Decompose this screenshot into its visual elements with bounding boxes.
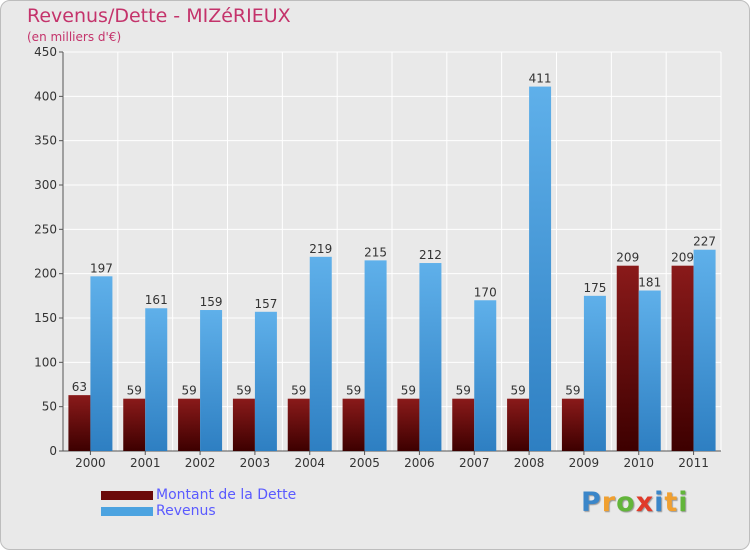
bar-revenue [693,249,716,451]
data-label: 159 [200,295,223,309]
x-tick-label: 2000 [75,456,106,470]
y-tick-label: 50 [42,400,57,414]
data-label: 59 [401,384,416,398]
logo-letter: t [664,487,679,518]
data-label: 59 [127,384,142,398]
data-label: 59 [456,384,471,398]
x-tick-label: 2009 [569,456,600,470]
bars [68,86,716,451]
bar-revenue [200,310,223,451]
y-tick-label: 150 [34,311,57,325]
data-label: 215 [364,245,387,259]
legend-swatch-debt [101,491,153,500]
x-tick-label: 2008 [514,456,545,470]
x-tick-label: 2007 [459,456,490,470]
bar-debt [452,398,475,451]
data-label: 197 [90,261,113,275]
y-tick-label: 100 [34,355,57,369]
bar-revenue [254,311,277,451]
data-label: 59 [181,384,196,398]
chart-subtitle: (en milliers d'€) [27,30,122,44]
bar-debt [123,398,146,451]
data-label: 59 [236,384,251,398]
y-tick-label: 450 [34,45,57,59]
y-tick-label: 300 [34,178,57,192]
x-tick-label: 2010 [623,456,654,470]
x-tick-label: 2001 [130,456,161,470]
bar-debt [342,398,365,451]
x-tick-label: 2005 [349,456,380,470]
x-tick-label: 2011 [678,456,709,470]
x-tick-label: 2002 [185,456,216,470]
bar-revenue [145,308,168,451]
data-label: 411 [529,72,552,86]
bar-revenue [638,290,661,451]
bar-debt [68,395,91,451]
bar-revenue [583,295,606,451]
y-tick-label: 350 [34,134,57,148]
data-label: 157 [254,297,277,311]
data-label: 59 [565,384,580,398]
bar-revenue [474,300,497,451]
logo-letter: o [616,487,636,518]
legend-swatch-revenue [101,507,153,516]
bar-debt [178,398,201,451]
labels: 0 50 100 150 200 250 300 350 400 450 63 197 2000 59 16… [34,45,716,470]
y-tick-label: 250 [34,222,57,236]
y-tick-label: 400 [34,89,57,103]
legend-label-debt: Montant de la Dette [156,487,297,503]
bar-revenue [90,276,113,451]
y-tick-label: 0 [49,444,57,458]
data-label: 175 [583,281,606,295]
data-label: 170 [474,285,497,299]
y-tick-label: 200 [34,267,57,281]
data-label: 227 [693,235,716,249]
bar-debt [232,398,255,451]
logo-letter: r [601,487,617,518]
proxiti-logo: Proxiti [581,487,689,518]
x-tick-label: 2003 [240,456,271,470]
logo-letter: x [635,487,655,518]
x-tick-label: 2006 [404,456,435,470]
chart-title: Revenus/Dette - MIZéRIEUX [27,5,291,27]
data-label: 209 [616,251,639,265]
bar-debt [287,398,310,451]
bar-debt [397,398,420,451]
data-label: 63 [72,380,87,394]
data-label: 161 [145,293,168,307]
bar-revenue [364,260,387,451]
logo-letter: i [654,487,665,518]
legend-label-revenue: Revenus [156,503,216,519]
bar-debt [507,398,530,451]
x-tick-label: 2004 [294,456,325,470]
bar-debt [671,265,694,451]
data-label: 59 [510,384,525,398]
bar-debt [616,265,639,451]
logo-letter: i [678,487,689,518]
logo-letter: P [581,487,602,518]
data-label: 181 [638,276,661,290]
data-label: 219 [309,242,332,256]
axes [59,51,721,455]
bar-revenue [529,86,552,451]
bar-debt [561,398,584,451]
bar-revenue [309,256,332,451]
bar-revenue [419,263,442,451]
data-label: 59 [291,384,306,398]
data-label: 59 [346,384,361,398]
data-label: 209 [671,251,694,265]
data-label: 212 [419,248,442,262]
